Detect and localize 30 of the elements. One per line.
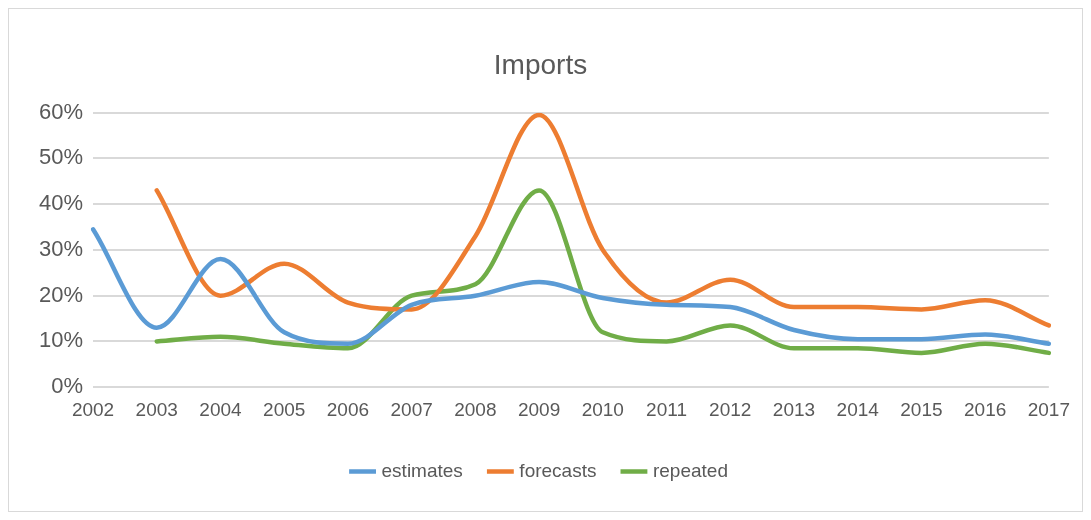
- x-tick-label: 2012: [709, 398, 752, 420]
- chart-title: Imports: [493, 48, 588, 80]
- line-series: [154, 188, 1052, 356]
- x-tick-label: 2007: [390, 398, 433, 420]
- line-series: [154, 112, 1052, 328]
- y-tick-label: 20%: [38, 281, 84, 307]
- x-tick-label: 2002: [71, 398, 115, 420]
- legend-label: forecasts: [519, 459, 597, 481]
- x-tick-label: 2016: [964, 398, 1007, 420]
- y-tick-label: 60%: [38, 98, 84, 124]
- x-tick-label: 2003: [135, 398, 178, 420]
- x-tick-label: 2005: [263, 398, 306, 420]
- x-tick-label: 2013: [772, 398, 816, 420]
- x-tick-label: 2017: [1027, 398, 1071, 420]
- x-tick-label: 2006: [326, 398, 370, 420]
- legend-label: estimates: [381, 459, 463, 481]
- y-tick-label: 30%: [38, 235, 84, 261]
- x-tick-label: 2004: [199, 398, 243, 420]
- y-tick-label: 0%: [51, 373, 84, 399]
- x-tick-label: 2011: [646, 398, 687, 420]
- line-series: [90, 227, 1052, 346]
- legend-label: repeated: [652, 459, 728, 481]
- x-tick-label: 2008: [454, 398, 497, 420]
- y-tick-label: 10%: [38, 327, 84, 353]
- x-tick-label: 2015: [900, 398, 943, 420]
- x-tick-label: 2009: [517, 398, 561, 420]
- x-tick-label: 2014: [836, 398, 880, 420]
- x-tick-label: 2010: [581, 398, 624, 420]
- y-tick-label: 40%: [38, 190, 84, 216]
- y-tick-label: 50%: [38, 144, 84, 170]
